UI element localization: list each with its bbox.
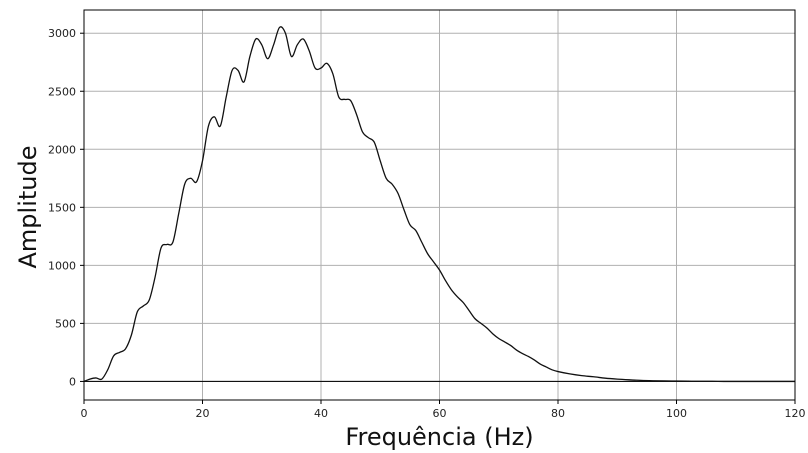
x-tick-label: 20 [196,407,210,420]
x-tick-label: 80 [551,407,565,420]
y-tick-label: 2000 [48,143,76,156]
grid-lines [83,10,796,400]
y-axis-ticks: 0 500 1000 1500 2000 2500 3000 [48,27,84,388]
amplitude-line [83,26,795,383]
y-axis-label: Amplitude [14,146,42,269]
y-tick-label: 3000 [48,27,76,40]
y-tick-label: 1000 [48,259,76,272]
y-tick-label: 1500 [48,201,76,214]
x-tick-label: 40 [314,407,328,420]
x-tick-label: 0 [81,407,88,420]
y-tick-label: 500 [55,317,76,330]
x-tick-label: 120 [785,407,806,420]
y-tick-label: 0 [69,375,76,388]
y-tick-label: 2500 [48,85,76,98]
x-tick-label: 60 [433,407,447,420]
x-tick-label: 100 [666,407,687,420]
x-axis-label: Frequência (Hz) [345,423,533,451]
x-axis-ticks: 0 20 40 60 80 100 120 [81,400,806,420]
